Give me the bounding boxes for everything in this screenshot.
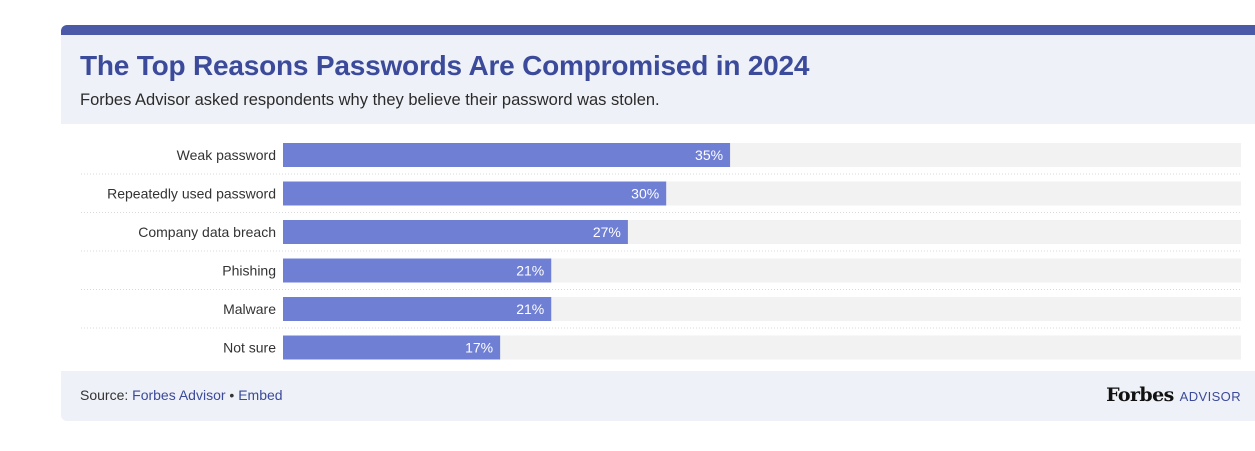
bar[interactable]	[283, 297, 552, 321]
category-label: Weak password	[177, 147, 276, 163]
bar[interactable]	[283, 181, 667, 206]
accent-bar	[61, 25, 1255, 35]
category-label: Malware	[223, 301, 276, 317]
value-label: 27%	[593, 224, 621, 240]
value-label: 30%	[631, 186, 659, 202]
chart-subtitle: Forbes Advisor asked respondents why the…	[80, 91, 660, 109]
chart-card: The Top Reasons Passwords Are Compromise…	[61, 25, 1255, 421]
chart-title: The Top Reasons Passwords Are Compromise…	[80, 50, 810, 81]
brand-advisor: ADVISOR	[1179, 389, 1241, 404]
category-label: Repeatedly used password	[107, 186, 276, 202]
source-line: Source: Forbes Advisor • Embed	[80, 387, 283, 403]
source-separator: •	[225, 387, 239, 403]
bar[interactable]	[283, 220, 628, 244]
embed-link[interactable]: Embed	[238, 387, 283, 403]
bar[interactable]	[283, 258, 552, 283]
value-label: 21%	[516, 263, 544, 279]
bar-chart-svg: Weak password 35% Repeatedly used password…	[81, 143, 1241, 360]
category-label: Not sure	[223, 340, 276, 356]
value-label: 35%	[695, 147, 723, 163]
value-label: 21%	[516, 301, 544, 317]
source-link[interactable]: Forbes Advisor	[132, 387, 226, 403]
forbes-advisor-logo: Forbes ADVISOR	[1106, 384, 1241, 406]
bar-chart: Weak password 35% Repeatedly used password…	[61, 124, 1255, 371]
category-label: Phishing	[222, 263, 276, 279]
source-prefix: Source:	[80, 387, 133, 403]
value-label: 17%	[465, 340, 493, 356]
bar[interactable]	[283, 335, 501, 360]
chart-header: The Top Reasons Passwords Are Compromise…	[61, 35, 1255, 124]
brand-forbes: Forbes	[1106, 384, 1174, 406]
chart-footer: Source: Forbes Advisor • Embed Forbes AD…	[61, 371, 1255, 421]
category-label: Company data breach	[138, 224, 276, 240]
bar[interactable]	[283, 143, 731, 167]
